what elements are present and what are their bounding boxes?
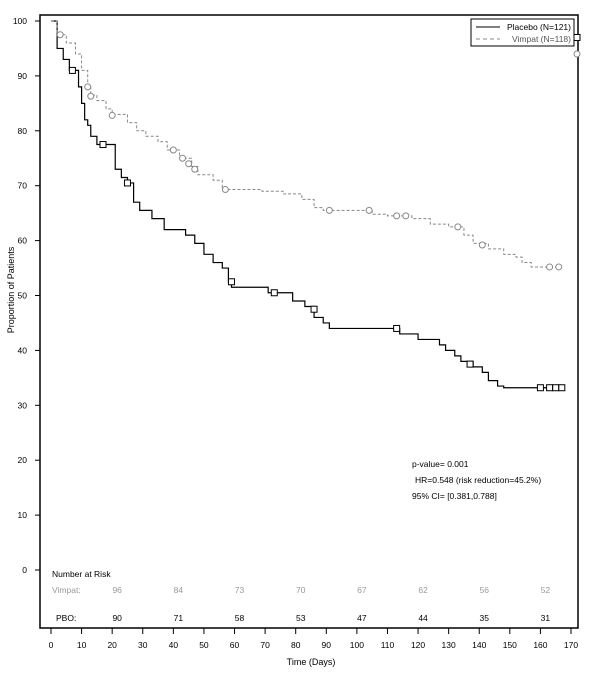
censor-mark-placebo	[68, 66, 76, 74]
censor-mark-vimpat	[325, 206, 333, 214]
x-tick-label: 100	[350, 640, 364, 650]
censor-mark-vimpat	[56, 31, 64, 39]
x-tick-label: 130	[442, 640, 456, 650]
risk-cell-vimpat: 73	[235, 585, 245, 595]
p-value-text: p-value= 0.001	[412, 459, 469, 469]
censor-mark-placebo	[552, 384, 560, 392]
censor-mark-placebo	[393, 324, 401, 332]
censor-mark-vimpat	[393, 212, 401, 220]
x-tick-label: 50	[199, 640, 209, 650]
x-tick-label: 170	[564, 640, 578, 650]
censor-mark-placebo	[270, 289, 278, 297]
x-axis-label: Time (Days)	[287, 657, 336, 667]
censor-mark-placebo	[123, 179, 131, 187]
x-tick-label: 90	[322, 640, 332, 650]
y-tick-label: 10	[18, 510, 28, 520]
risk-table-title: Number at Risk	[52, 569, 111, 579]
x-axis: 0 10 20 30 40 50 60 70 80 90 100 110 120 130 140 150 160…	[49, 628, 578, 650]
censor-mark-vimpat	[365, 206, 373, 214]
risk-cell-pbo: 71	[174, 613, 184, 623]
censor-mark-vimpat	[221, 186, 229, 194]
legend-label-vimpat: Vimpat (N=118)	[512, 34, 571, 44]
legend-label-placebo: Placebo (N=121)	[507, 22, 571, 32]
x-tick-label: 150	[503, 640, 517, 650]
censor-mark-vimpat	[84, 83, 92, 91]
risk-cell-vimpat: 67	[357, 585, 367, 595]
y-axis: 0 10 20 30 40 50 60 70 80 90 100	[13, 16, 40, 575]
x-tick-label: 110	[381, 640, 395, 650]
x-tick-label: 40	[169, 640, 179, 650]
censor-mark-placebo	[310, 305, 318, 313]
stats-annotation: p-value= 0.001 HR=0.548 (risk reduction=…	[412, 459, 541, 501]
risk-cell-vimpat: 56	[480, 585, 490, 595]
x-tick-label: 160	[533, 640, 547, 650]
plot-frame	[39, 14, 579, 629]
risk-cell-pbo: 44	[418, 613, 428, 623]
y-tick-label: 90	[18, 71, 28, 81]
legend: Placebo (N=121) Vimpat (N=118)	[470, 18, 575, 47]
y-tick-label: 70	[18, 181, 28, 191]
risk-cell-vimpat: 96	[112, 585, 122, 595]
risk-cell-pbo: 53	[296, 613, 306, 623]
y-tick-label: 20	[18, 455, 28, 465]
legend-box	[470, 18, 575, 47]
y-tick-label: 60	[18, 236, 28, 246]
risk-cell-vimpat: 70	[296, 585, 306, 595]
censor-mark-placebo	[546, 384, 554, 392]
y-tick-label: 40	[18, 345, 28, 355]
censor-mark-vimpat	[87, 92, 95, 100]
x-tick-label: 30	[138, 640, 148, 650]
x-tick-label: 80	[291, 640, 301, 650]
x-tick-label: 20	[107, 640, 117, 650]
risk-cell-pbo: 31	[541, 613, 551, 623]
censor-mark-placebo	[573, 33, 581, 41]
x-tick-label: 10	[77, 640, 87, 650]
ci-text: 95% CI= [0.381,0.788]	[412, 491, 497, 501]
survival-curve-vimpat	[51, 20, 562, 268]
risk-cell-pbo: 47	[357, 613, 367, 623]
series-group	[51, 20, 581, 392]
x-tick-label: 120	[411, 640, 425, 650]
x-tick-label: 0	[49, 640, 54, 650]
y-tick-label: 100	[13, 16, 27, 26]
risk-cell-pbo: 90	[112, 613, 122, 623]
censor-mark-vimpat	[402, 212, 410, 220]
risk-row-label-vimpat: Vimpat:	[52, 585, 81, 595]
y-tick-label: 50	[18, 291, 28, 301]
censor-mark-placebo	[99, 141, 107, 149]
censor-mark-vimpat	[478, 241, 486, 249]
risk-cell-vimpat: 52	[541, 585, 551, 595]
censor-mark-placebo	[536, 384, 544, 392]
censor-mark-vimpat	[169, 146, 177, 154]
censor-mark-vimpat	[179, 154, 187, 162]
censor-mark-vimpat	[546, 263, 554, 271]
risk-table: Number at Risk Vimpat: PBO: 96 84 73 70 67 62…	[52, 569, 550, 623]
censor-mark-vimpat	[573, 50, 581, 58]
censor-mark-placebo	[227, 278, 235, 286]
y-tick-label: 80	[18, 126, 28, 136]
censor-mark-vimpat	[185, 160, 193, 168]
y-axis-label: Proportion of Patients	[6, 246, 16, 333]
survival-curve-placebo	[51, 20, 565, 389]
x-tick-label: 70	[260, 640, 270, 650]
censor-mark-vimpat	[191, 165, 199, 173]
x-tick-label: 60	[230, 640, 240, 650]
risk-cell-vimpat: 62	[418, 585, 428, 595]
y-tick-label: 30	[18, 400, 28, 410]
risk-cell-vimpat: 84	[174, 585, 184, 595]
hazard-ratio-text: HR=0.548 (risk reduction=45.2%)	[415, 475, 541, 485]
x-tick-label: 140	[472, 640, 486, 650]
censor-mark-placebo	[466, 360, 474, 368]
risk-row-label-pbo: PBO:	[56, 613, 76, 623]
censor-mark-vimpat	[108, 111, 116, 119]
censor-mark-vimpat	[555, 263, 563, 271]
y-tick-label: 0	[22, 565, 27, 575]
risk-cell-pbo: 58	[235, 613, 245, 623]
risk-cell-pbo: 35	[480, 613, 490, 623]
censor-mark-placebo	[558, 384, 566, 392]
censor-mark-vimpat	[454, 223, 462, 231]
